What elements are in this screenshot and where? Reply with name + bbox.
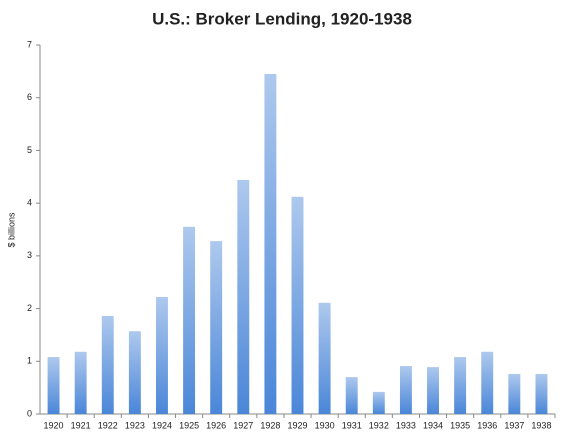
bar bbox=[454, 357, 467, 414]
bar bbox=[481, 351, 494, 414]
x-tick-label: 1922 bbox=[98, 420, 118, 430]
bar bbox=[264, 73, 277, 414]
bar bbox=[291, 196, 304, 414]
y-tick-label: 4 bbox=[27, 198, 32, 208]
x-tick-label: 1934 bbox=[423, 420, 443, 430]
x-tick-label: 1929 bbox=[287, 420, 307, 430]
bar bbox=[535, 373, 548, 414]
bar bbox=[183, 226, 196, 414]
y-tick-label: 5 bbox=[27, 145, 32, 155]
bar bbox=[210, 241, 223, 414]
bar bbox=[318, 302, 331, 414]
x-tick-label: 1927 bbox=[233, 420, 253, 430]
bar bbox=[74, 351, 87, 414]
bar bbox=[427, 367, 439, 414]
bar bbox=[345, 377, 358, 414]
x-tick-label: 1928 bbox=[260, 420, 280, 430]
bar bbox=[508, 373, 521, 414]
bar bbox=[101, 315, 114, 414]
x-tick-label: 1935 bbox=[450, 420, 470, 430]
x-tick-label: 1936 bbox=[477, 420, 497, 430]
bar bbox=[372, 391, 385, 414]
y-tick-label: 1 bbox=[27, 356, 32, 366]
x-tick-label: 1930 bbox=[315, 420, 335, 430]
bar bbox=[47, 357, 60, 414]
x-tick-label: 1925 bbox=[179, 420, 199, 430]
x-tick-label: 1937 bbox=[504, 420, 524, 430]
x-tick-label: 1926 bbox=[206, 420, 226, 430]
bar bbox=[156, 296, 168, 414]
y-tick-label: 6 bbox=[27, 92, 32, 102]
x-tick-label: 1920 bbox=[44, 420, 64, 430]
x-tick-label: 1921 bbox=[71, 420, 91, 430]
bar bbox=[399, 366, 412, 414]
y-tick-label: 7 bbox=[27, 39, 32, 49]
x-tick-label: 1924 bbox=[152, 420, 172, 430]
x-tick-label: 1933 bbox=[396, 420, 416, 430]
y-axis-label: $ billions bbox=[6, 212, 16, 248]
y-tick-label: 3 bbox=[27, 250, 32, 260]
bar bbox=[237, 179, 250, 414]
chart-title: U.S.: Broker Lending, 1920-1938 bbox=[152, 9, 412, 28]
x-tick-label: 1931 bbox=[342, 420, 362, 430]
bar bbox=[128, 331, 141, 414]
x-tick-label: 1923 bbox=[125, 420, 145, 430]
x-tick-label: 1932 bbox=[369, 420, 389, 430]
x-tick-label: 1938 bbox=[531, 420, 551, 430]
y-tick-label: 0 bbox=[27, 408, 32, 418]
y-tick-label: 2 bbox=[27, 303, 32, 313]
